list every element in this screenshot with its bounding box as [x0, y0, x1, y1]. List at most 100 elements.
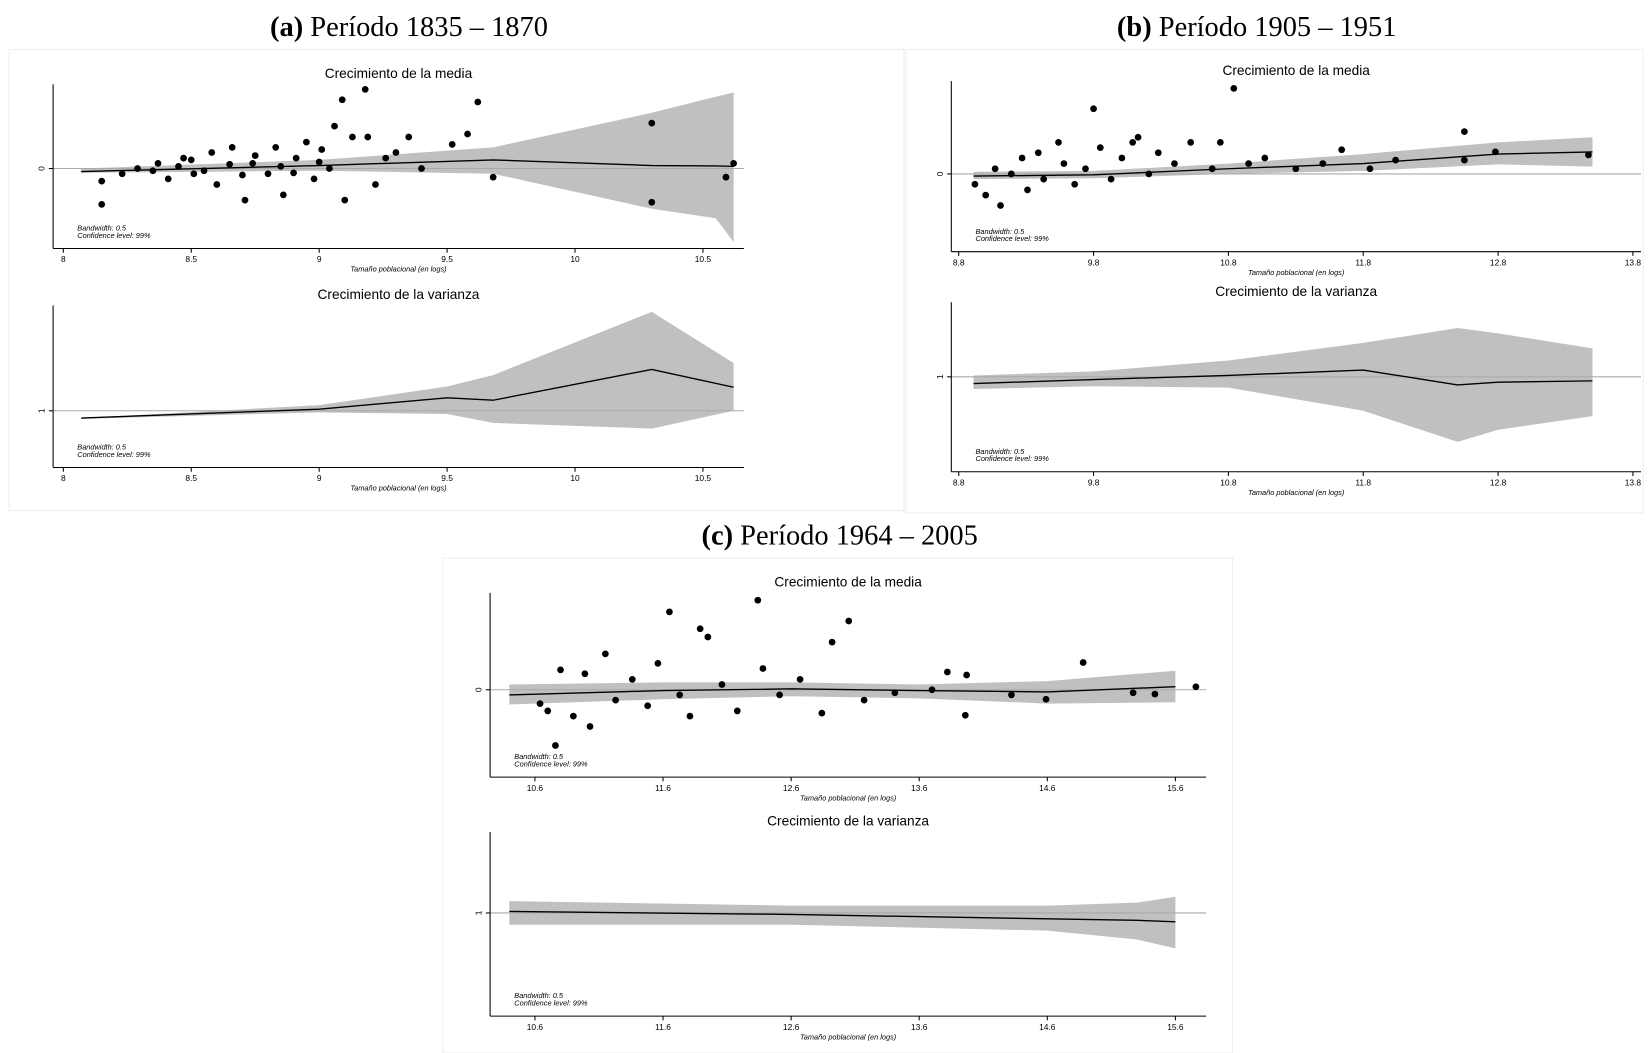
annotation: Bandwidth: 0.5: [976, 447, 1026, 456]
x-tick-label: 10.8: [1220, 477, 1237, 487]
annotation: Bandwidth: 0.5: [77, 443, 127, 452]
data-point: [310, 175, 318, 183]
data-point: [1366, 165, 1374, 173]
x-tick-label: 8.5: [185, 473, 197, 483]
data-point: [382, 154, 390, 162]
x-tick-label: 14.6: [1039, 1022, 1056, 1032]
x-tick-label: 9: [317, 254, 322, 264]
x-tick-label: 14.6: [1039, 783, 1056, 793]
data-point: [586, 723, 594, 730]
y-tick-label: 0: [935, 171, 945, 176]
annotation: Confidence level: 99%: [77, 231, 151, 240]
confidence-band: [973, 137, 1593, 180]
data-point: [686, 712, 694, 720]
data-point: [164, 175, 172, 183]
fit-line: [509, 910, 1176, 923]
x-tick-label: 13.8: [1625, 257, 1642, 267]
y-tick-label: 1: [37, 408, 47, 413]
data-point: [338, 96, 346, 104]
data-point: [341, 196, 349, 204]
x-tick-label: 10.8: [1220, 257, 1237, 267]
data-point: [1461, 128, 1468, 135]
x-tick-label: 10.5: [695, 254, 712, 264]
panel-heading: (c) Período 1964 – 2005: [702, 520, 978, 551]
x-tick-label: 10: [570, 254, 580, 264]
annotation: Confidence level: 99%: [77, 450, 151, 459]
data-point: [315, 158, 323, 166]
x-tick-label: 11.8: [1355, 257, 1371, 267]
data-point: [251, 152, 259, 159]
data-point: [944, 668, 951, 676]
x-tick-label: 8: [61, 254, 66, 264]
panel-title: Período 1964 – 2005: [740, 520, 978, 551]
y-tick-label: 0: [474, 687, 484, 692]
data-point: [175, 163, 182, 170]
panel-title: Período 1905 – 1951: [1159, 12, 1397, 43]
panel-frame: [905, 48, 1644, 514]
data-point: [249, 159, 257, 167]
data-point: [264, 170, 272, 178]
data-point: [1096, 144, 1104, 151]
data-point: [733, 707, 741, 715]
data-point: [180, 154, 187, 162]
x-axis-label: Tamaño poblacional (en logs): [1248, 268, 1345, 277]
data-point: [1261, 154, 1269, 162]
data-point: [612, 696, 619, 704]
data-point: [392, 149, 400, 156]
data-point: [1040, 175, 1048, 183]
data-point: [1392, 156, 1399, 164]
annotation: Confidence level: 99%: [514, 999, 588, 1008]
data-point: [1024, 186, 1031, 194]
data-point: [963, 671, 970, 679]
data-point: [569, 712, 577, 720]
data-point: [776, 691, 783, 699]
x-tick-label: 8: [61, 473, 66, 483]
y-tick-label: 1: [474, 910, 484, 915]
data-point: [557, 666, 564, 674]
x-tick-label: 10.5: [695, 473, 712, 483]
x-tick-label: 13.6: [911, 1022, 928, 1032]
data-point: [928, 686, 936, 694]
panel-heading: (b) Período 1905 – 1951: [1117, 12, 1397, 43]
x-axis-label: Tamaño poblacional (en logs): [350, 265, 447, 274]
x-tick-label: 11.6: [655, 783, 671, 793]
confidence-band: [81, 92, 734, 243]
annotation: Confidence level: 99%: [514, 760, 588, 769]
chart-title: Crecimiento de la varianza: [1215, 284, 1377, 299]
data-point: [1292, 165, 1300, 173]
data-point: [628, 675, 636, 683]
data-point: [292, 154, 300, 162]
x-axis-label: Tamaño poblacional (en logs): [800, 1032, 897, 1041]
data-point: [277, 163, 285, 170]
data-point: [1216, 139, 1224, 146]
data-point: [213, 181, 221, 188]
data-point: [372, 181, 379, 188]
data-point: [1151, 690, 1159, 698]
data-point: [303, 138, 310, 146]
x-tick-label: 12.8: [1490, 257, 1507, 267]
data-point: [648, 119, 656, 127]
data-point: [982, 191, 990, 199]
data-point: [1060, 160, 1068, 167]
data-point: [187, 156, 195, 164]
data-point: [1082, 165, 1089, 173]
data-point: [1042, 695, 1050, 703]
x-axis-label: Tamaño poblacional (en logs): [1248, 488, 1345, 497]
x-tick-label: 9.8: [1088, 257, 1100, 267]
data-point: [704, 633, 712, 641]
data-point: [536, 700, 544, 707]
data-point: [1129, 139, 1137, 146]
fit-line: [973, 369, 1593, 386]
data-point: [349, 133, 356, 141]
annotation: Confidence level: 99%: [976, 454, 1050, 463]
x-tick-label: 8.8: [953, 477, 965, 487]
data-point: [1008, 691, 1015, 699]
x-axis-label: Tamaño poblacional (en logs): [350, 484, 447, 493]
x-tick-label: 10.6: [527, 1022, 544, 1032]
data-point: [1245, 160, 1253, 167]
x-tick-label: 13.6: [911, 783, 928, 793]
data-point: [1071, 180, 1079, 188]
data-point: [489, 173, 497, 181]
data-point: [134, 165, 141, 172]
data-point: [1585, 151, 1592, 159]
